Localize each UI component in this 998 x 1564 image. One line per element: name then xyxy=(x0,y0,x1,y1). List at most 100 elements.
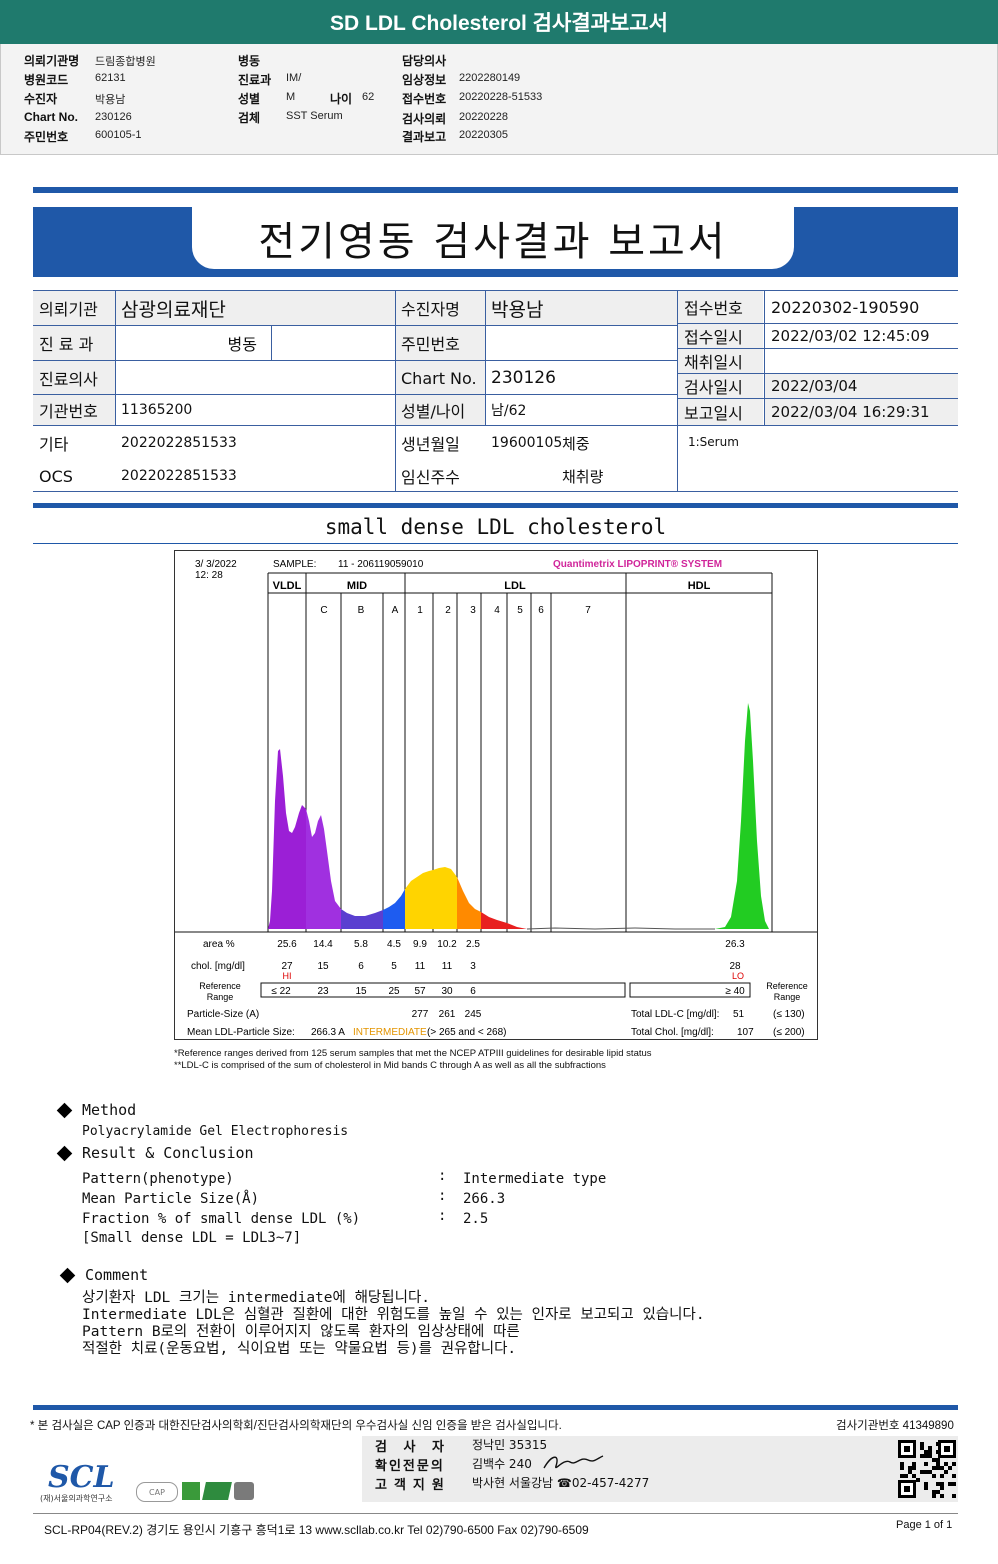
qr-module xyxy=(912,1474,916,1478)
ref-value: 15 xyxy=(355,986,367,997)
header-field-value: 2202280149 xyxy=(459,72,521,84)
qr-module xyxy=(952,1482,956,1486)
result-value: 2.5 xyxy=(463,1211,489,1227)
volume-label: 채취량 xyxy=(562,467,604,486)
grid-line xyxy=(115,290,116,425)
arab-logo-icon xyxy=(234,1482,254,1500)
qr-module xyxy=(932,1466,936,1470)
section-title-underline xyxy=(33,543,958,544)
area-value: 2.5 xyxy=(466,939,480,950)
qr-module xyxy=(924,1454,928,1458)
ref-value: 57 xyxy=(414,986,426,997)
result-colon: : xyxy=(438,1188,447,1204)
comment-line: 상기환자 LDL 크기는 intermediate에 해당됩니다. xyxy=(82,1290,431,1306)
header-field-label: 담당의사 xyxy=(402,54,447,68)
sample-label: SAMPLE: xyxy=(273,559,316,570)
chol-value: 15 xyxy=(317,961,329,972)
header-field-label: Chart No. xyxy=(24,110,78,124)
lipoprint-chart: 3/ 3/2022 12: 28 SAMPLE: 11 - 206119059010 Q… xyxy=(174,550,818,1040)
total-chol-value: 107 xyxy=(737,1027,754,1038)
qr-module xyxy=(924,1450,928,1454)
area-value: 14.4 xyxy=(313,939,333,950)
rrn-value xyxy=(485,326,677,360)
testdate-label: 검사일시 xyxy=(678,374,763,398)
grid-line xyxy=(33,290,958,291)
area-value: 25.6 xyxy=(277,939,297,950)
qr-module xyxy=(936,1466,940,1470)
ldl3-area xyxy=(481,912,527,929)
etc-value: 2022022851533 xyxy=(121,435,237,451)
header-field-value: SST Serum xyxy=(286,110,343,122)
page-number: Page 1 of 1 xyxy=(896,1519,953,1531)
chart-value: 230126 xyxy=(491,368,556,388)
footer-notice: * 본 검사실은 CAP 인증과 대한진단검사의학회/진단검사의학재단의 우수검… xyxy=(30,1420,562,1432)
title-box: 전기영동 검사결과 보고서 xyxy=(192,207,794,269)
bullet-diamond-icon xyxy=(56,1102,73,1119)
sexage-label: 성별/나이 xyxy=(395,395,485,425)
qr-module xyxy=(952,1474,956,1478)
colldate-value xyxy=(765,349,958,373)
mean-value: 266.3 A xyxy=(311,1027,345,1038)
qr-module xyxy=(924,1470,928,1474)
etc-label: 기타 xyxy=(39,435,69,454)
qr-module xyxy=(900,1462,904,1466)
qr-module xyxy=(920,1454,924,1458)
band-label: 2 xyxy=(445,605,451,616)
header-field-label: 병동 xyxy=(238,54,261,68)
qr-module xyxy=(936,1490,940,1494)
recvno-value: 20220302-190590 xyxy=(771,297,920,317)
ref-value: 23 xyxy=(317,986,329,997)
patient-value: 박용남 xyxy=(485,291,677,325)
ref-right-label: Range xyxy=(774,992,801,1002)
grid-line xyxy=(271,325,272,360)
grid-line xyxy=(33,325,677,326)
inst-value: 삼광의료재단 xyxy=(115,291,395,325)
header-field-value: M xyxy=(286,91,296,103)
ref-value: 30 xyxy=(441,986,453,997)
ocs-value: 2022022851533 xyxy=(121,468,237,484)
mean-range: (> 265 and < 268) xyxy=(427,1027,507,1038)
weight-label: 체중 xyxy=(562,434,590,453)
mid-b-area xyxy=(341,909,383,929)
grid-line xyxy=(33,394,677,395)
specimen-value: 1:Serum xyxy=(688,435,739,449)
repdate-value: 2022/03/04 16:29:31 xyxy=(765,399,958,425)
band-top-line xyxy=(33,187,958,193)
qr-module xyxy=(936,1482,940,1486)
rrn-label: 주민번호 xyxy=(395,326,485,360)
particle-label: Particle-Size (A) xyxy=(187,1009,259,1020)
band-label: B xyxy=(358,605,365,616)
qr-module xyxy=(928,1446,932,1450)
qr-module xyxy=(932,1490,936,1494)
result-key: Mean Particle Size(Å) xyxy=(82,1191,260,1207)
header-field-label: 결과보고 xyxy=(402,130,447,144)
area-value: 4.5 xyxy=(387,939,401,950)
comment-line: 적절한 치료(운동요법, 식이요법 또는 약물요법 등)를 권유합니다. xyxy=(82,1341,517,1357)
ldl2-area xyxy=(457,877,481,929)
code-value: 11365200 xyxy=(121,402,193,418)
qr-module xyxy=(928,1454,932,1458)
mid-a-area xyxy=(383,889,405,929)
result-value: 266.3 xyxy=(463,1191,506,1207)
grid-line xyxy=(395,290,396,491)
qr-module xyxy=(912,1462,916,1466)
particle-value: 261 xyxy=(439,1009,456,1020)
qr-module xyxy=(920,1442,924,1446)
band-bottom-line xyxy=(33,503,958,508)
grid-line xyxy=(678,373,958,374)
group-label: VLDL xyxy=(273,580,302,592)
header-field-value: 20220228 xyxy=(459,111,508,123)
qr-module xyxy=(936,1450,940,1454)
colldate-label: 채취일시 xyxy=(678,349,763,373)
total-chol-ref: (≤ 200) xyxy=(773,1027,805,1038)
support-label: 고객지원 xyxy=(375,1478,451,1493)
total-ldl-label: Total LDL-C [mg/dl]: xyxy=(631,1009,719,1020)
method-text: Polyacrylamide Gel Electrophoresis xyxy=(82,1124,349,1139)
comment-heading: Comment xyxy=(85,1266,149,1284)
patient-label: 수진자명 xyxy=(395,291,485,325)
grid-line xyxy=(33,360,677,361)
ref-value: ≤ 22 xyxy=(271,986,291,997)
particle-value: 245 xyxy=(465,1009,482,1020)
total-ldl-value: 51 xyxy=(733,1009,745,1020)
chart-note-2: **LDL-C is comprised of the sum of chole… xyxy=(174,1060,606,1071)
